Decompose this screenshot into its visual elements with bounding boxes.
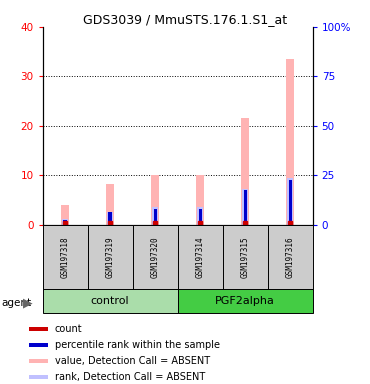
Text: GSM197314: GSM197314 xyxy=(196,237,205,278)
Text: PGF2alpha: PGF2alpha xyxy=(215,296,275,306)
Bar xyxy=(132,225,178,290)
Bar xyxy=(151,175,159,225)
Bar xyxy=(198,207,203,225)
Bar xyxy=(286,59,294,225)
Text: control: control xyxy=(91,296,130,306)
Bar xyxy=(154,209,157,225)
Text: GSM197319: GSM197319 xyxy=(105,237,115,278)
Bar xyxy=(107,212,113,225)
Text: GSM197320: GSM197320 xyxy=(151,237,159,278)
Text: GSM197315: GSM197315 xyxy=(240,237,250,278)
Bar xyxy=(29,359,48,363)
Bar xyxy=(242,189,248,225)
Bar xyxy=(268,225,313,290)
Bar xyxy=(64,220,67,225)
Bar xyxy=(106,184,114,225)
Bar xyxy=(196,175,204,225)
Bar xyxy=(29,343,48,347)
Bar xyxy=(43,225,88,290)
Text: count: count xyxy=(54,324,82,334)
Bar xyxy=(243,190,247,225)
Text: value, Detection Call = ABSENT: value, Detection Call = ABSENT xyxy=(54,356,210,366)
Text: ▶: ▶ xyxy=(23,296,33,309)
Text: GDS3039 / MmuSTS.176.1.S1_at: GDS3039 / MmuSTS.176.1.S1_at xyxy=(83,13,287,26)
Bar xyxy=(61,205,69,225)
Bar xyxy=(29,327,48,331)
Bar xyxy=(63,219,68,225)
Bar xyxy=(178,289,313,313)
Text: rank, Detection Call = ABSENT: rank, Detection Call = ABSENT xyxy=(54,372,205,382)
Text: agent: agent xyxy=(2,298,32,308)
Bar xyxy=(223,225,268,290)
Bar xyxy=(289,180,292,225)
Bar xyxy=(43,289,178,313)
Bar xyxy=(178,225,223,290)
Bar xyxy=(287,178,293,225)
Text: GSM197316: GSM197316 xyxy=(286,237,295,278)
Bar xyxy=(152,207,158,225)
Text: GSM197318: GSM197318 xyxy=(61,237,70,278)
Bar xyxy=(29,375,48,379)
Bar xyxy=(88,225,132,290)
Bar xyxy=(199,209,202,225)
Bar xyxy=(108,212,112,225)
Text: percentile rank within the sample: percentile rank within the sample xyxy=(54,340,219,350)
Bar xyxy=(241,118,249,225)
